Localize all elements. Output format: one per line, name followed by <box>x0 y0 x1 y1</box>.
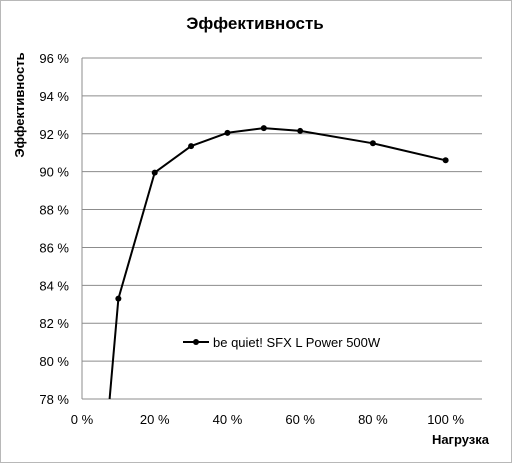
y-tick-label: 96 % <box>39 51 69 66</box>
series-line <box>108 127 446 400</box>
x-tick-label: 80 % <box>358 412 388 427</box>
legend: be quiet! SFX L Power 500W <box>183 335 381 350</box>
x-tick-label: 100 % <box>427 412 464 427</box>
data-point <box>297 127 304 134</box>
y-axis-title: Эффективность <box>12 52 27 157</box>
y-tick-label: 92 % <box>39 127 69 142</box>
data-point <box>442 157 449 164</box>
y-tick-label: 94 % <box>39 89 69 104</box>
series-group <box>108 125 449 400</box>
y-tick-label: 90 % <box>39 165 69 180</box>
y-tick-label: 84 % <box>39 278 69 293</box>
y-tick-label: 86 % <box>39 240 69 255</box>
data-point <box>188 143 195 150</box>
grid-lines <box>82 57 482 362</box>
legend-marker <box>193 339 199 345</box>
y-tick-label: 80 % <box>39 354 69 369</box>
y-tick-label: 78 % <box>39 392 69 407</box>
data-point <box>369 140 376 147</box>
x-tick-labels: 0 % 20 % 40 % 60 % 80 % 100 % <box>71 412 465 427</box>
x-axis-title: Нагрузка <box>432 432 490 447</box>
y-tick-label: 82 % <box>39 316 69 331</box>
x-tick-label: 0 % <box>71 412 94 427</box>
x-tick-label: 40 % <box>213 412 243 427</box>
data-point <box>224 129 231 136</box>
y-tick-label: 88 % <box>39 203 69 218</box>
y-tick-labels: 78 % 80 % 82 % 84 % 86 % 88 % 90 % 92 % 94 % 96 % <box>39 51 69 407</box>
legend-label: be quiet! SFX L Power 500W <box>213 335 381 350</box>
x-tick-label: 20 % <box>140 412 170 427</box>
data-point <box>151 169 158 176</box>
data-point <box>260 125 267 132</box>
axes <box>81 58 482 400</box>
x-tick-label: 60 % <box>285 412 315 427</box>
chart-title: Эффективность <box>186 14 323 33</box>
data-point <box>115 295 122 302</box>
